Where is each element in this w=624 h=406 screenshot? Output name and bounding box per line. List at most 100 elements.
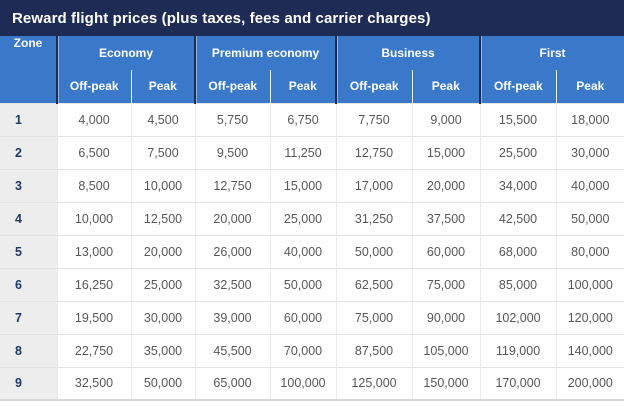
price-cell: 10,000 bbox=[130, 168, 196, 202]
price-cell: 18,000 bbox=[555, 102, 624, 136]
column-group-header-economy: Economy bbox=[55, 36, 196, 70]
zone-cell: 7 bbox=[0, 300, 57, 334]
price-cell: 7,750 bbox=[335, 102, 413, 136]
price-cell: 200,000 bbox=[555, 366, 624, 400]
price-cell: 12,500 bbox=[130, 201, 196, 235]
price-cell: 37,500 bbox=[411, 201, 481, 235]
price-cell: 34,000 bbox=[479, 168, 557, 202]
price-cell: 12,750 bbox=[335, 135, 413, 169]
price-cell: 5,750 bbox=[194, 102, 271, 136]
price-cell: 7,500 bbox=[130, 135, 196, 169]
price-cell: 15,500 bbox=[479, 102, 557, 136]
price-cell: 30,000 bbox=[555, 135, 624, 169]
price-cell: 68,000 bbox=[479, 234, 557, 268]
price-cell: 62,500 bbox=[335, 267, 413, 301]
price-cell: 102,000 bbox=[479, 300, 557, 334]
subheader-business-offpeak: Off-peak bbox=[335, 70, 413, 103]
price-cell: 45,500 bbox=[194, 333, 271, 367]
price-cell: 100,000 bbox=[555, 267, 624, 301]
column-group-header-first: First bbox=[479, 36, 624, 70]
zone-cell: 8 bbox=[0, 333, 57, 367]
table-row: 8 22,750 35,000 45,500 70,000 87,500 105,000 11… bbox=[0, 333, 624, 367]
price-cell: 9,500 bbox=[194, 135, 271, 169]
price-cell: 39,000 bbox=[194, 300, 271, 334]
price-cell: 11,250 bbox=[269, 135, 337, 169]
subheader-premium-economy-peak: Peak bbox=[269, 70, 337, 103]
price-cell: 35,000 bbox=[130, 333, 196, 367]
price-cell: 70,000 bbox=[269, 333, 337, 367]
price-cell: 80,000 bbox=[555, 234, 624, 268]
price-cell: 119,000 bbox=[479, 333, 557, 367]
subheader-business-peak: Peak bbox=[411, 70, 481, 103]
price-cell: 125,000 bbox=[335, 366, 413, 400]
price-cell: 26,000 bbox=[194, 234, 271, 268]
price-cell: 50,000 bbox=[335, 234, 413, 268]
subheader-economy-peak: Peak bbox=[130, 70, 196, 103]
price-cell: 40,000 bbox=[269, 234, 337, 268]
table-row: 1 4,000 4,500 5,750 6,750 7,750 9,000 15,500 18,… bbox=[0, 102, 624, 136]
price-cell: 19,500 bbox=[56, 300, 131, 334]
price-cell: 100,000 bbox=[269, 366, 337, 400]
zone-cell: 4 bbox=[0, 201, 57, 235]
price-cell: 32,500 bbox=[194, 267, 271, 301]
price-cell: 25,000 bbox=[269, 201, 337, 235]
price-cell: 32,500 bbox=[56, 366, 131, 400]
price-cell: 4,000 bbox=[56, 102, 131, 136]
table-row: 3 8,500 10,000 12,750 15,000 17,000 20,000 34,0… bbox=[0, 168, 624, 202]
title-bar: Reward flight prices (plus taxes, fees a… bbox=[0, 0, 624, 36]
price-cell: 60,000 bbox=[411, 234, 481, 268]
price-cell: 20,000 bbox=[411, 168, 481, 202]
price-cell: 50,000 bbox=[130, 366, 196, 400]
price-cell: 12,750 bbox=[194, 168, 271, 202]
reward-price-table: Zone Economy Premium economy Business Fi… bbox=[0, 36, 624, 401]
table-row: 9 32,500 50,000 65,000 100,000 125,000 150,000… bbox=[0, 366, 624, 400]
price-cell: 40,000 bbox=[555, 168, 624, 202]
subheader-premium-economy-offpeak: Off-peak bbox=[194, 70, 271, 103]
price-cell: 75,000 bbox=[411, 267, 481, 301]
zone-cell: 9 bbox=[0, 366, 57, 400]
price-cell: 140,000 bbox=[555, 333, 624, 367]
price-cell: 6,500 bbox=[56, 135, 131, 169]
price-cell: 150,000 bbox=[411, 366, 481, 400]
price-cell: 15,000 bbox=[411, 135, 481, 169]
price-cell: 9,000 bbox=[411, 102, 481, 136]
column-group-header-business: Business bbox=[335, 36, 481, 70]
price-cell: 31,250 bbox=[335, 201, 413, 235]
column-group-header-premium-economy: Premium economy bbox=[194, 36, 337, 70]
price-cell: 6,750 bbox=[269, 102, 337, 136]
zone-cell: 2 bbox=[0, 135, 57, 169]
price-cell: 13,000 bbox=[56, 234, 131, 268]
table-row: 2 6,500 7,500 9,500 11,250 12,750 15,000 25,500… bbox=[0, 135, 624, 169]
price-cell: 22,750 bbox=[56, 333, 131, 367]
zone-column-header: Zone bbox=[0, 36, 57, 103]
price-cell: 65,000 bbox=[194, 366, 271, 400]
price-cell: 75,000 bbox=[335, 300, 413, 334]
table-row: 5 13,000 20,000 26,000 40,000 50,000 60,000 68,… bbox=[0, 234, 624, 268]
price-cell: 10,000 bbox=[56, 201, 131, 235]
header-sub-row: Off-peak Peak Off-peak Peak Off-peak Pea… bbox=[0, 70, 624, 103]
subheader-economy-offpeak: Off-peak bbox=[56, 70, 131, 103]
price-cell: 170,000 bbox=[479, 366, 557, 400]
price-cell: 85,000 bbox=[479, 267, 557, 301]
page-title: Reward flight prices (plus taxes, fees a… bbox=[12, 9, 431, 27]
zone-cell: 1 bbox=[0, 102, 57, 136]
subheader-first-peak: Peak bbox=[555, 70, 624, 103]
price-cell: 60,000 bbox=[269, 300, 337, 334]
price-cell: 8,500 bbox=[56, 168, 131, 202]
table-row: 7 19,500 30,000 39,000 60,000 75,000 90,000 102… bbox=[0, 300, 624, 334]
price-cell: 105,000 bbox=[411, 333, 481, 367]
price-cell: 25,000 bbox=[130, 267, 196, 301]
table-row: 4 10,000 12,500 20,000 25,000 31,250 37,500 42,… bbox=[0, 201, 624, 235]
price-cell: 25,500 bbox=[479, 135, 557, 169]
price-cell: 20,000 bbox=[194, 201, 271, 235]
price-cell: 17,000 bbox=[335, 168, 413, 202]
table-row: 6 16,250 25,000 32,500 50,000 62,500 75,000 85,… bbox=[0, 267, 624, 301]
price-cell: 90,000 bbox=[411, 300, 481, 334]
price-cell: 30,000 bbox=[130, 300, 196, 334]
price-cell: 87,500 bbox=[335, 333, 413, 367]
price-cell: 16,250 bbox=[56, 267, 131, 301]
price-cell: 50,000 bbox=[555, 201, 624, 235]
zone-cell: 5 bbox=[0, 234, 57, 268]
price-cell: 42,500 bbox=[479, 201, 557, 235]
